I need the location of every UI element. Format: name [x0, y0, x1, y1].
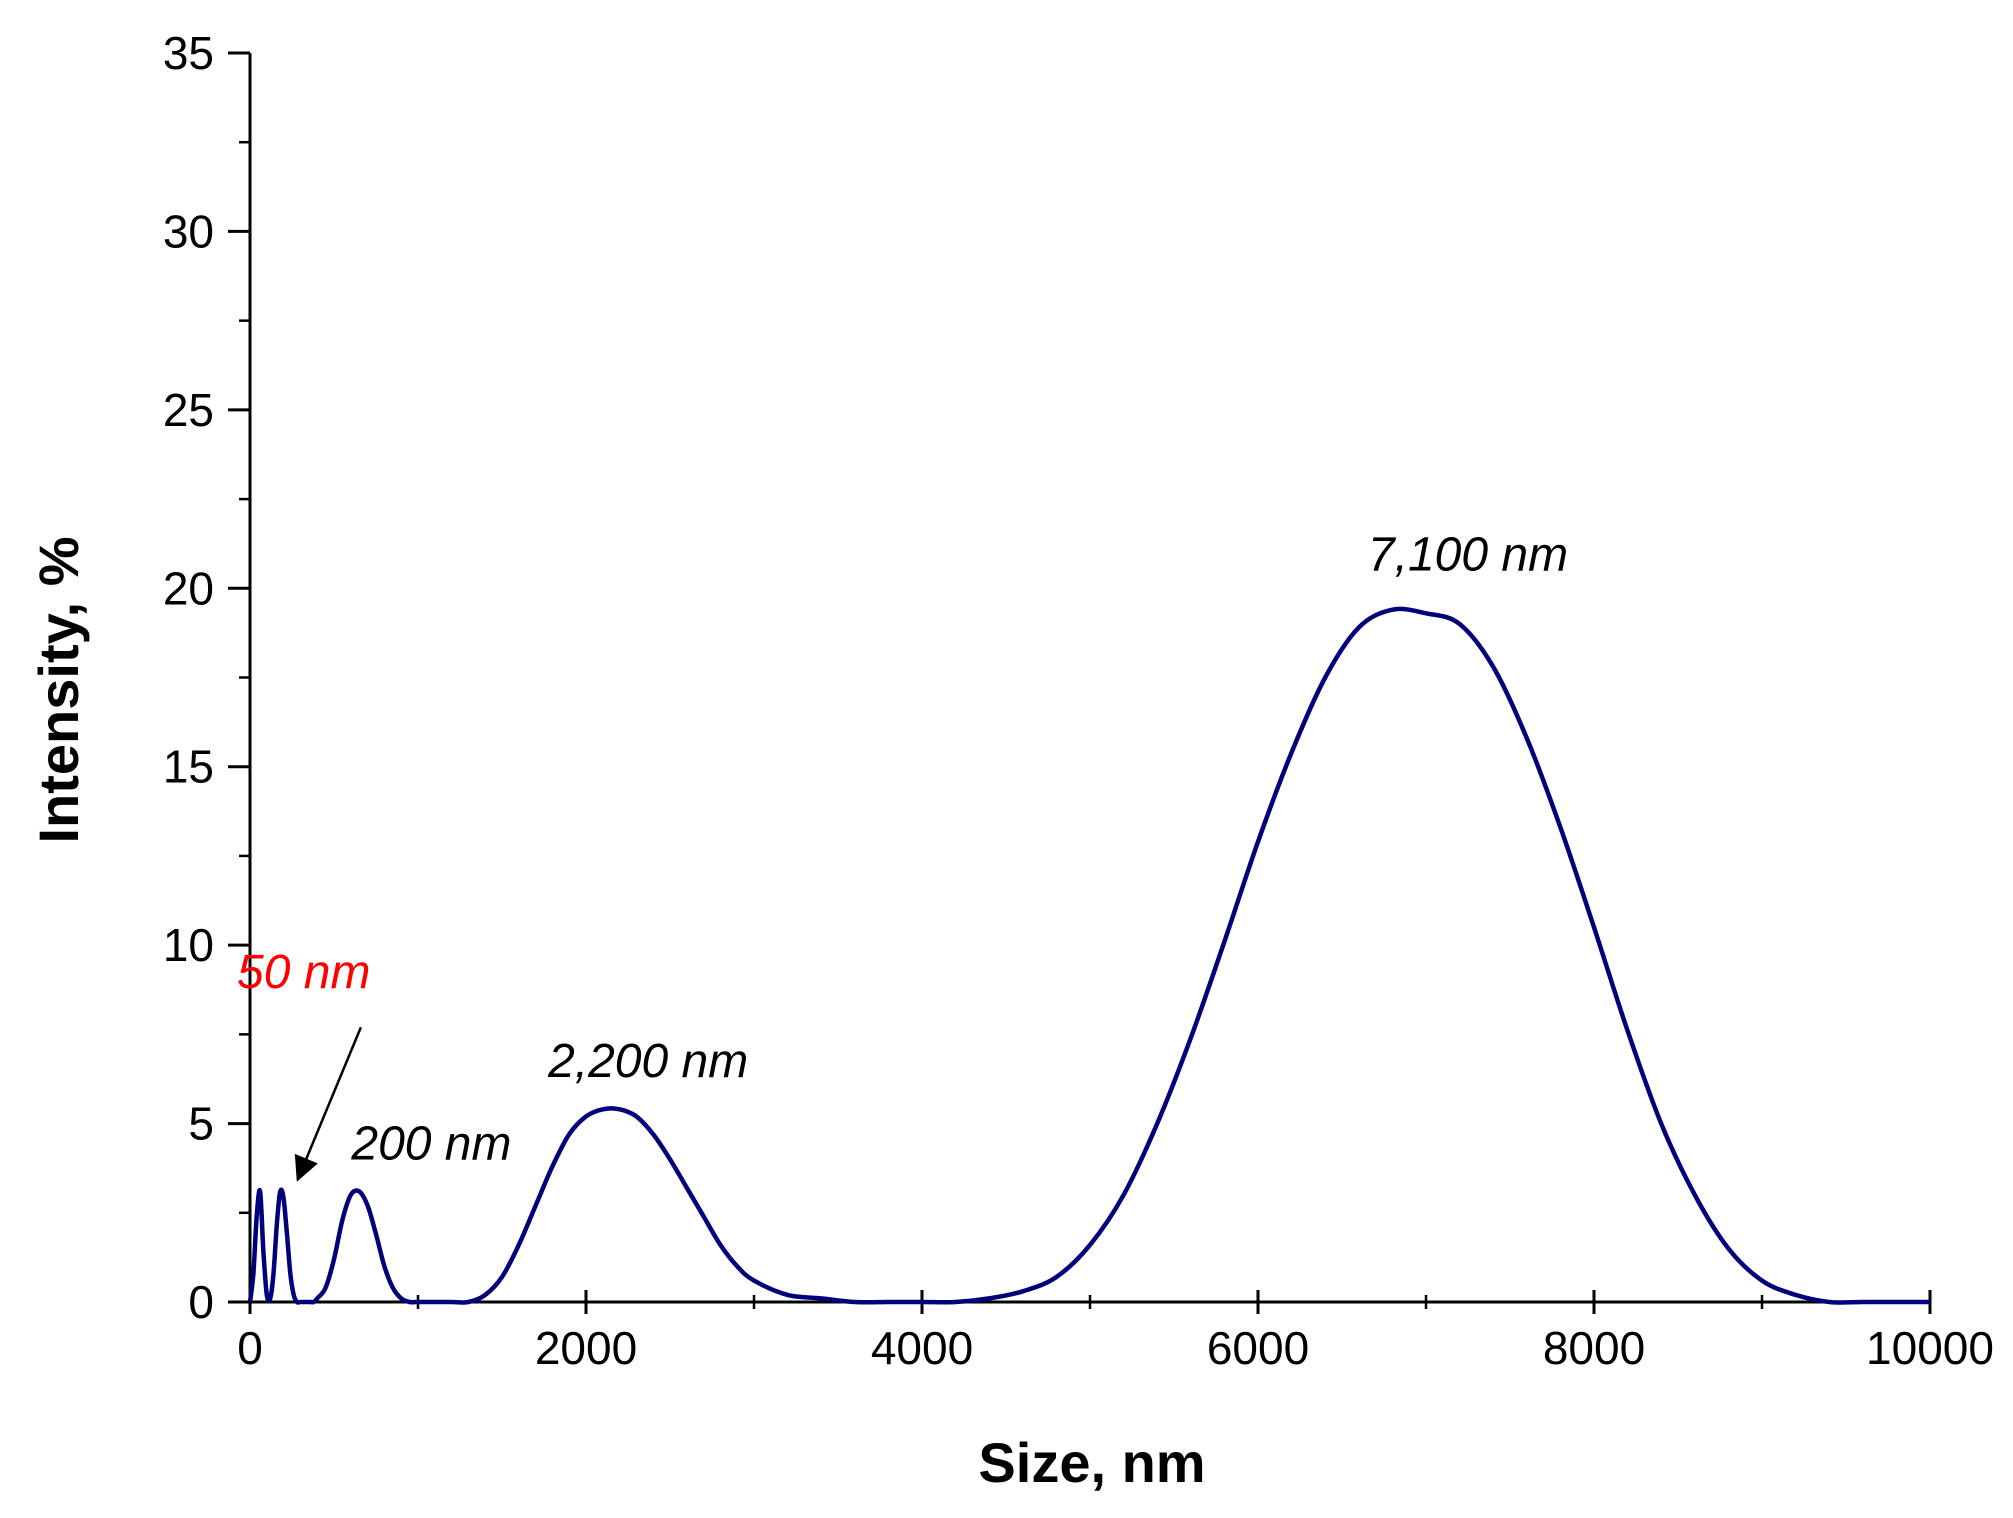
y-tick-label: 25	[163, 384, 214, 436]
annotations: 50 nm 200 nm 2,200 nm 7,100 nm	[237, 528, 1568, 1182]
y-tick-label: 35	[163, 27, 214, 79]
y-tick-label: 30	[163, 205, 214, 257]
x-axis-title: Size, nm	[978, 1431, 1205, 1494]
x-tick-label: 6000	[1207, 1322, 1309, 1374]
ticks: 0 2000 4000 6000 8000 10000 0 5 10 15 20 25 30 35	[163, 27, 1994, 1374]
y-tick-label: 0	[188, 1276, 214, 1328]
peak-annotation: 200 nm	[350, 1117, 511, 1170]
y-tick-label: 15	[163, 741, 214, 793]
x-tick-label: 2000	[535, 1322, 637, 1374]
x-tick-label: 8000	[1543, 1322, 1645, 1374]
x-tick-label: 4000	[871, 1322, 973, 1374]
axes	[248, 53, 1930, 1304]
x-tick-label: 10000	[1866, 1322, 1994, 1374]
peak-annotation: 50 nm	[237, 946, 370, 999]
plot-area	[247, 606, 1930, 1305]
series-line	[247, 606, 1930, 1305]
y-axis-title: Intensity, %	[27, 536, 90, 843]
annotation-arrow	[294, 1026, 363, 1182]
peak-annotation: 7,100 nm	[1368, 528, 1568, 581]
y-tick-label: 10	[163, 919, 214, 971]
y-tick-label: 5	[188, 1098, 214, 1150]
y-tick-label: 20	[163, 562, 214, 614]
peak-annotation: 2,200 nm	[547, 1035, 748, 1088]
x-tick-label: 0	[237, 1322, 263, 1374]
